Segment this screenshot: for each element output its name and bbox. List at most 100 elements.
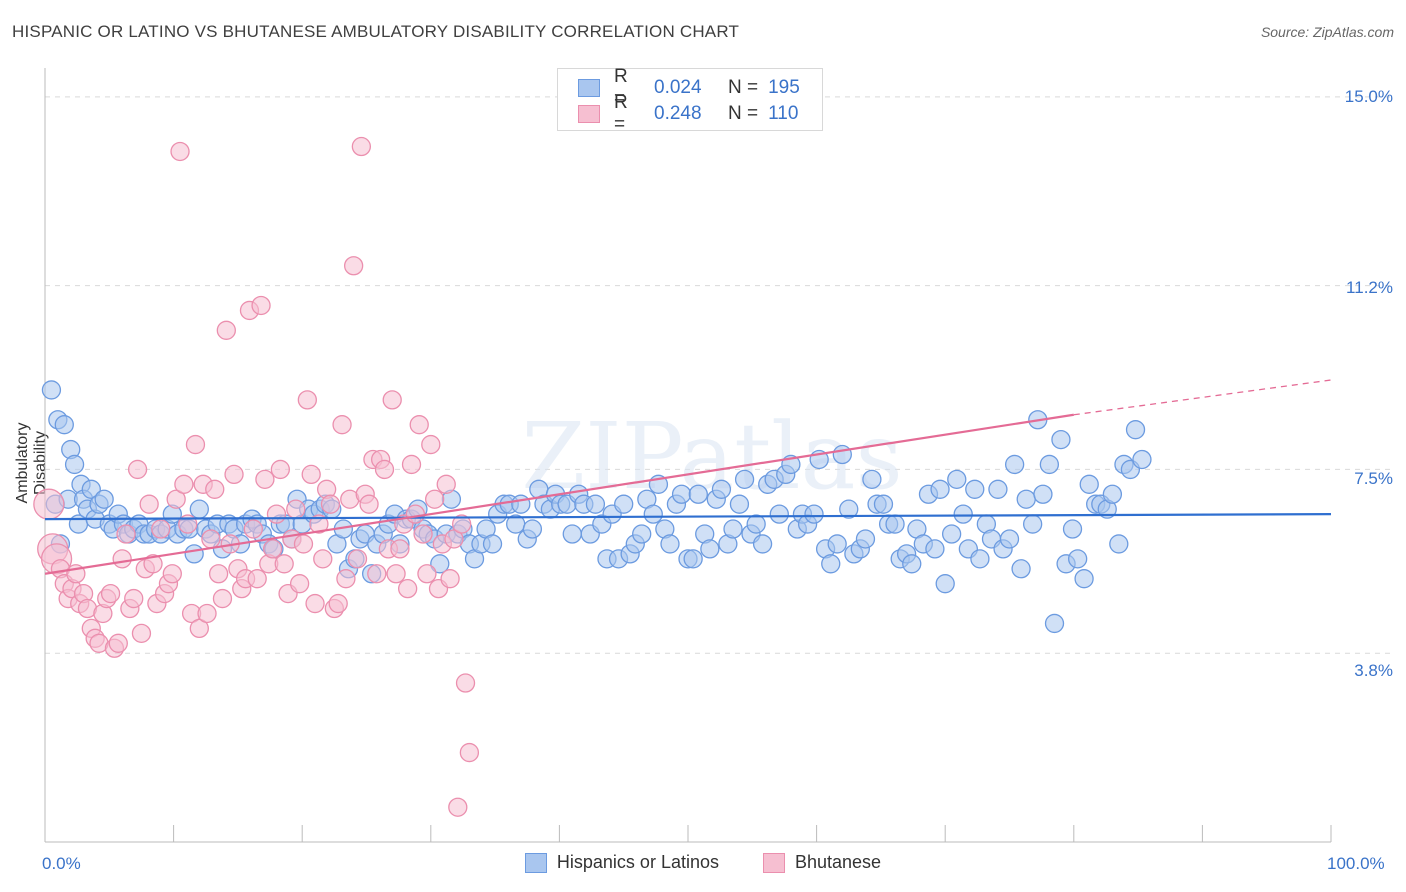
- pink-point: [112, 549, 132, 569]
- pink-point: [289, 574, 310, 594]
- pink-point: [374, 459, 395, 480]
- pink-point: [216, 320, 236, 340]
- blue-point: [1079, 474, 1099, 494]
- pink-point: [116, 524, 136, 544]
- blue-point: [930, 479, 950, 499]
- pink-point: [143, 554, 163, 574]
- y-tick-label: 11.2%: [1346, 278, 1393, 297]
- pink-point: [205, 479, 225, 499]
- pink-point: [409, 415, 429, 435]
- blue-point: [925, 539, 945, 559]
- pink-point: [417, 564, 437, 584]
- blue-point: [700, 539, 720, 559]
- pink-point: [151, 519, 171, 539]
- blue-point: [482, 534, 503, 554]
- r-value: 0.248: [654, 103, 702, 124]
- pink-point: [336, 569, 356, 589]
- pink-point: [255, 469, 275, 490]
- blue-point: [855, 529, 876, 549]
- blue-point: [1068, 549, 1088, 569]
- blue-point: [94, 489, 114, 509]
- pink-point: [390, 539, 410, 559]
- blue-point: [1022, 514, 1043, 534]
- blue-point: [683, 549, 703, 569]
- pink-point: [436, 474, 456, 494]
- pink-swatch: [578, 105, 600, 123]
- blue-point: [562, 524, 582, 544]
- legend-item-bhutanese[interactable]: Bhutanese: [763, 852, 881, 873]
- legend-row-hispanic: R = 0.024 N = 195: [578, 66, 800, 109]
- blue-point: [999, 529, 1020, 549]
- blue-point: [1044, 613, 1065, 634]
- pink-point: [398, 578, 418, 599]
- blue-point: [804, 504, 824, 524]
- pink-point: [401, 454, 422, 475]
- n-label: N =: [728, 103, 759, 124]
- y-tick-label: 3.8%: [1354, 661, 1393, 680]
- blue-point: [1011, 559, 1031, 579]
- blue-point: [902, 554, 922, 574]
- blue-point: [935, 574, 955, 594]
- blue-trend-line: [44, 513, 1332, 521]
- pink-point: [262, 539, 283, 559]
- pink-point: [301, 464, 321, 485]
- blue-point: [585, 494, 606, 514]
- pink-point: [413, 524, 433, 544]
- blue-point: [821, 554, 841, 574]
- pink-point: [297, 390, 317, 410]
- pink-point: [124, 588, 144, 609]
- blue-point: [769, 504, 789, 524]
- blue-point: [729, 494, 750, 514]
- pink-swatch: [763, 852, 785, 873]
- pink-point: [170, 141, 190, 162]
- pink-point: [448, 797, 468, 817]
- pink-point: [266, 504, 287, 524]
- blue-point: [1033, 484, 1053, 504]
- pink-point: [270, 459, 290, 480]
- blue-point: [947, 469, 967, 490]
- pink-point: [286, 499, 306, 519]
- blue-point: [1109, 534, 1129, 554]
- pink-point: [274, 554, 294, 574]
- blue-point: [660, 534, 680, 554]
- blue-point: [1016, 489, 1036, 509]
- pink-point: [189, 618, 209, 639]
- pink-point: [405, 504, 426, 524]
- legend-item-hispanic[interactable]: Hispanics or Latinos: [524, 852, 719, 873]
- n-label: N =: [728, 77, 759, 98]
- blue-point: [632, 524, 652, 544]
- pink-point: [305, 593, 325, 614]
- blue-point: [643, 504, 663, 524]
- blue-point: [1074, 569, 1094, 589]
- pink-point: [197, 603, 217, 624]
- blue-point: [64, 454, 85, 475]
- pink-point: [251, 295, 271, 316]
- legend-label: Bhutanese: [795, 852, 882, 872]
- legend-label: Hispanics or Latinos: [556, 852, 719, 872]
- source-label: Source: ZipAtlas.com: [1260, 24, 1394, 40]
- blue-point: [430, 554, 450, 574]
- pink-point: [351, 136, 372, 157]
- blue-point: [189, 499, 209, 519]
- blue-point: [1102, 484, 1123, 504]
- blue-point: [522, 519, 543, 539]
- pink-point: [452, 514, 472, 534]
- legend-row-bhutanese: R = 0.248 N = 110: [578, 92, 798, 135]
- blue-point: [988, 479, 1008, 499]
- pink-point: [162, 564, 182, 584]
- pink-point: [243, 519, 263, 539]
- blue-point: [885, 514, 905, 534]
- blue-point: [1125, 420, 1146, 440]
- blue-point: [81, 479, 101, 499]
- x-tick-label: 0.0%: [42, 854, 81, 873]
- blue-point: [746, 514, 766, 534]
- pink-point: [100, 583, 121, 604]
- n-value: 195: [768, 77, 800, 98]
- y-tick-label: 7.5%: [1354, 469, 1393, 488]
- blue-point: [1004, 454, 1025, 475]
- pink-point: [185, 434, 206, 455]
- pink-point: [293, 534, 314, 554]
- pink-point: [367, 564, 387, 584]
- pink-point: [131, 623, 152, 644]
- pink-point: [444, 529, 464, 549]
